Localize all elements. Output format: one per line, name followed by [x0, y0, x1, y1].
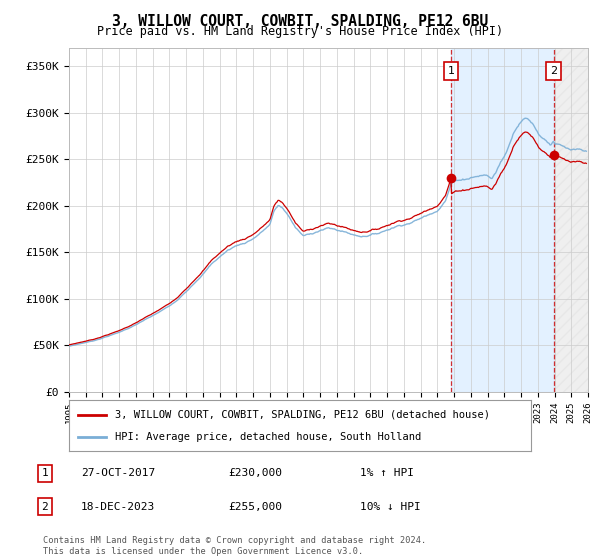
- Text: HPI: Average price, detached house, South Holland: HPI: Average price, detached house, Sout…: [115, 432, 421, 442]
- Text: 2: 2: [41, 502, 49, 512]
- Text: £255,000: £255,000: [228, 502, 282, 512]
- Bar: [451, 48, 554, 392]
- Text: 1% ↑ HPI: 1% ↑ HPI: [360, 468, 414, 478]
- Bar: [554, 48, 588, 392]
- Text: 2: 2: [550, 66, 557, 76]
- Text: 1: 1: [448, 66, 455, 76]
- Text: 10% ↓ HPI: 10% ↓ HPI: [360, 502, 421, 512]
- Text: 1: 1: [41, 468, 49, 478]
- Text: 18-DEC-2023: 18-DEC-2023: [81, 502, 155, 512]
- Text: 27-OCT-2017: 27-OCT-2017: [81, 468, 155, 478]
- Text: £230,000: £230,000: [228, 468, 282, 478]
- Text: Price paid vs. HM Land Registry's House Price Index (HPI): Price paid vs. HM Land Registry's House …: [97, 25, 503, 38]
- Text: 3, WILLOW COURT, COWBIT, SPALDING, PE12 6BU (detached house): 3, WILLOW COURT, COWBIT, SPALDING, PE12 …: [115, 409, 490, 419]
- Text: Contains HM Land Registry data © Crown copyright and database right 2024.
This d: Contains HM Land Registry data © Crown c…: [43, 536, 427, 556]
- Text: 3, WILLOW COURT, COWBIT, SPALDING, PE12 6BU: 3, WILLOW COURT, COWBIT, SPALDING, PE12 …: [112, 14, 488, 29]
